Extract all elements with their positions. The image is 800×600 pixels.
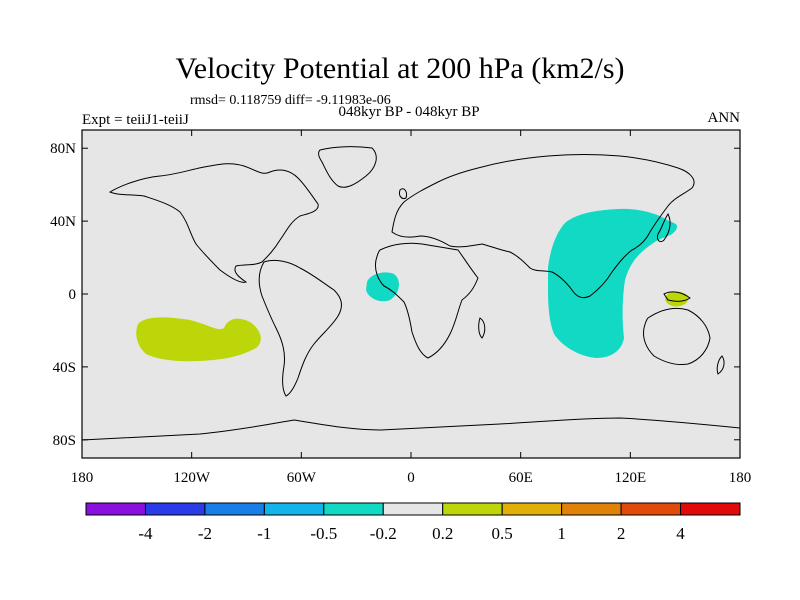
colorbar: -4 -2 -1 -0.5 -0.2 0.2 0.5 1 2 4 (85, 502, 741, 543)
coastline-japan (657, 213, 671, 243)
lon-tick-label: 120W (173, 470, 211, 486)
colorbar-label: -4 (138, 524, 153, 543)
colorbar-swatch (204, 502, 265, 516)
colorbar-label: 0.5 (492, 524, 513, 543)
colorbar-swatch (263, 502, 325, 516)
lon-tick-label: 0 (407, 470, 415, 486)
lon-tick-label: 180 (71, 470, 94, 486)
lon-tick-label: 60W (287, 470, 317, 486)
lat-tick-label: 80S (53, 433, 76, 449)
anomaly-region-gulf-of-guinea (366, 272, 399, 302)
map-background (82, 130, 740, 458)
colorbar-label: 4 (676, 524, 685, 543)
colorbar-label: -0.5 (310, 524, 337, 543)
anomaly-region-south-east-pacific (136, 317, 261, 362)
colorbar-label: -1 (257, 524, 271, 543)
colorbar-swatch (680, 502, 741, 516)
colorbar-swatch (620, 502, 682, 516)
colorbar-swatch (144, 502, 206, 516)
colorbar-label: -0.2 (370, 524, 397, 543)
lat-tick-label: 40N (50, 214, 76, 230)
experiment-label: Expt = teiiJ1-teiiJ (82, 112, 189, 128)
coastline-new-zealand (716, 355, 725, 375)
coastline-greenland (318, 146, 377, 188)
colorbar-swatch (382, 502, 444, 516)
coastline-new-guinea (663, 291, 691, 302)
colorbar-swatch (442, 502, 503, 516)
coastline-madagascar (478, 317, 486, 339)
coastline-antarctica (81, 417, 741, 441)
anomaly-region-new-guinea (665, 291, 689, 307)
colorbar-label: -2 (198, 524, 212, 543)
axis-tick-labels: 80N 40N 0 40S 80S 180 120W 60W 0 60E 120E 180 (50, 141, 751, 486)
lat-tick-label: 40S (53, 360, 76, 376)
coastline-australia (643, 307, 711, 365)
coastline-north-america (108, 163, 319, 283)
coastlines (81, 146, 741, 441)
colorbar-label: 0.2 (432, 524, 453, 543)
anomaly-region-indo-west-pacific (548, 208, 678, 358)
rmsd-diff-label: rmsd= 0.118759 diff= -9.11983e-06 (190, 93, 391, 108)
lon-tick-label: 180 (729, 470, 752, 486)
coastline-africa (375, 242, 479, 359)
colorbar-swatch (85, 502, 146, 516)
colorbar-label: 1 (557, 524, 566, 543)
lat-tick-label: 80N (50, 141, 76, 157)
lon-tick-label: 120E (614, 470, 646, 486)
colorbar-swatch (323, 502, 384, 516)
coastline-british-isles (399, 188, 407, 199)
coastline-eurasia (391, 154, 695, 299)
anomaly-fills (136, 208, 689, 362)
plot-title: Velocity Potential at 200 hPa (km2/s) (175, 52, 625, 85)
colorbar-label: 2 (617, 524, 626, 543)
colorbar-swatch (501, 502, 563, 516)
axis-ticks (81, 130, 741, 458)
lon-tick-label: 60E (509, 470, 533, 486)
lat-tick-label: 0 (69, 287, 77, 303)
period-label: 048kyr BP - 048kyr BP (338, 104, 480, 120)
season-label: ANN (707, 110, 741, 126)
coastline-south-america (258, 259, 342, 397)
colorbar-swatch (561, 502, 622, 516)
